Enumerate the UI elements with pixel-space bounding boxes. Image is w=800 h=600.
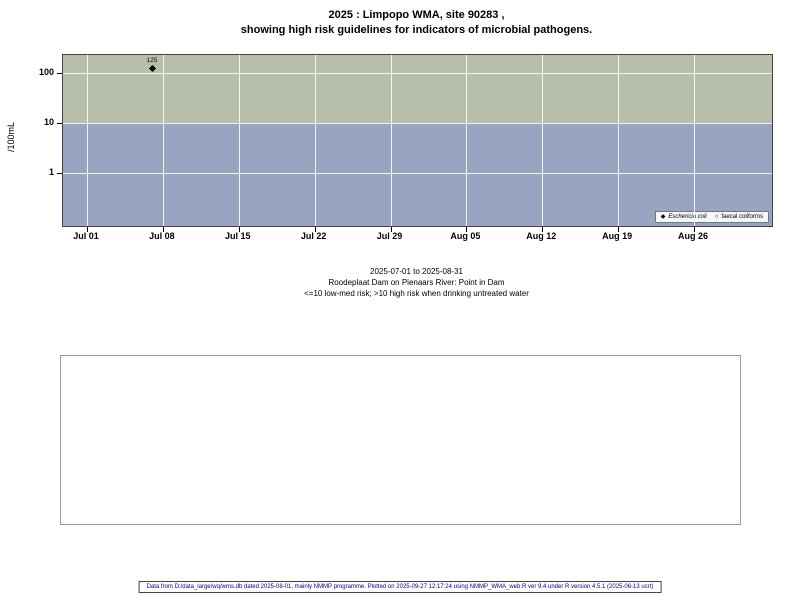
horizontal-gridline [63, 73, 772, 74]
vertical-gridline [314, 55, 316, 226]
legend-entry-faecal-coliforms: ○ faecal coliforms [715, 214, 763, 220]
y-axis-tick [57, 123, 62, 124]
horizontal-gridline [63, 173, 772, 174]
x-axis-tick [162, 227, 164, 232]
vertical-gridline [390, 55, 392, 226]
x-axis-tick-label: Jul 01 [73, 231, 99, 241]
y-axis-label: /100mL [6, 121, 16, 153]
x-axis-tick-label: Jul 08 [149, 231, 175, 241]
x-axis-tick [238, 227, 240, 232]
x-axis-tick-label: Aug 19 [602, 231, 633, 241]
chart-title-line1: 2025 : Limpopo WMA, site 90283 , [328, 9, 505, 21]
x-axis-tick-label: Jul 15 [224, 231, 251, 241]
x-axis-tick-label: Aug 05 [450, 231, 481, 241]
x-axis-tick [466, 227, 468, 232]
x-axis-tick [87, 227, 88, 232]
diamond-marker-icon: ◆ [660, 214, 666, 220]
high-risk-band [63, 55, 772, 123]
x-axis-tick [542, 227, 544, 232]
x-axis-tick-label: Aug 12 [526, 231, 557, 241]
y-axis-tick [57, 73, 62, 74]
plot-legend: ◆ Eschericia coli ○ faecal coliforms [654, 211, 769, 223]
low-risk-band [63, 123, 772, 226]
x-axis-tick-label: Jul 22 [300, 231, 327, 241]
circle-marker-icon: ○ [714, 214, 719, 220]
chart-title-line2: showing high risk guidelines for indicat… [240, 24, 593, 36]
y-axis-tick-label: 100 [38, 67, 54, 77]
x-axis-tick-label: Jul 29 [376, 231, 403, 241]
x-axis-tick-label: Aug 26 [677, 231, 708, 241]
vertical-gridline [238, 55, 240, 226]
chart-caption: 2025-07-01 to 2025-08-31 Roodeplaat Dam … [62, 266, 771, 299]
vertical-gridline [618, 55, 620, 226]
x-axis-tick [618, 227, 620, 232]
y-axis-tick [57, 173, 62, 174]
legend-label-ecoli: Eschericia coli [668, 214, 707, 220]
vertical-gridline [162, 55, 164, 226]
vertical-gridline [542, 55, 544, 226]
horizontal-gridline [63, 123, 772, 124]
legend-entry-ecoli: ◆ Eschericia coli [661, 214, 707, 220]
y-axis-tick-label: 1 [48, 167, 54, 177]
chart-title: 2025 : Limpopo WMA, site 90283 , showing… [62, 8, 771, 38]
caption-date-range: 2025-07-01 to 2025-08-31 [370, 267, 463, 276]
x-axis-tick [390, 227, 392, 232]
legend-label-faecal-coliforms: faecal coliforms [721, 214, 763, 220]
caption-risk-note: <=10 low-med risk; >10 high risk when dr… [304, 289, 529, 298]
vertical-gridline [87, 55, 88, 226]
vertical-gridline [466, 55, 468, 226]
caption-site-description: Roodeplaat Dam on Pienaars River: Point … [328, 278, 505, 287]
data-point-label: 125 [146, 57, 158, 65]
empty-panel [60, 355, 741, 525]
plot-area: ◆ Eschericia coli ○ faecal coliforms 125 [57, 54, 773, 232]
footer-note: Data from D:/data_large/wq/wms.db dated … [138, 581, 662, 593]
x-axis-tick [694, 227, 695, 232]
y-axis-tick-label: 10 [43, 117, 54, 127]
x-axis-tick [314, 227, 316, 232]
footer-text: Data from D:/data_large/wq/wms.db dated … [146, 584, 654, 590]
vertical-gridline [694, 55, 695, 226]
